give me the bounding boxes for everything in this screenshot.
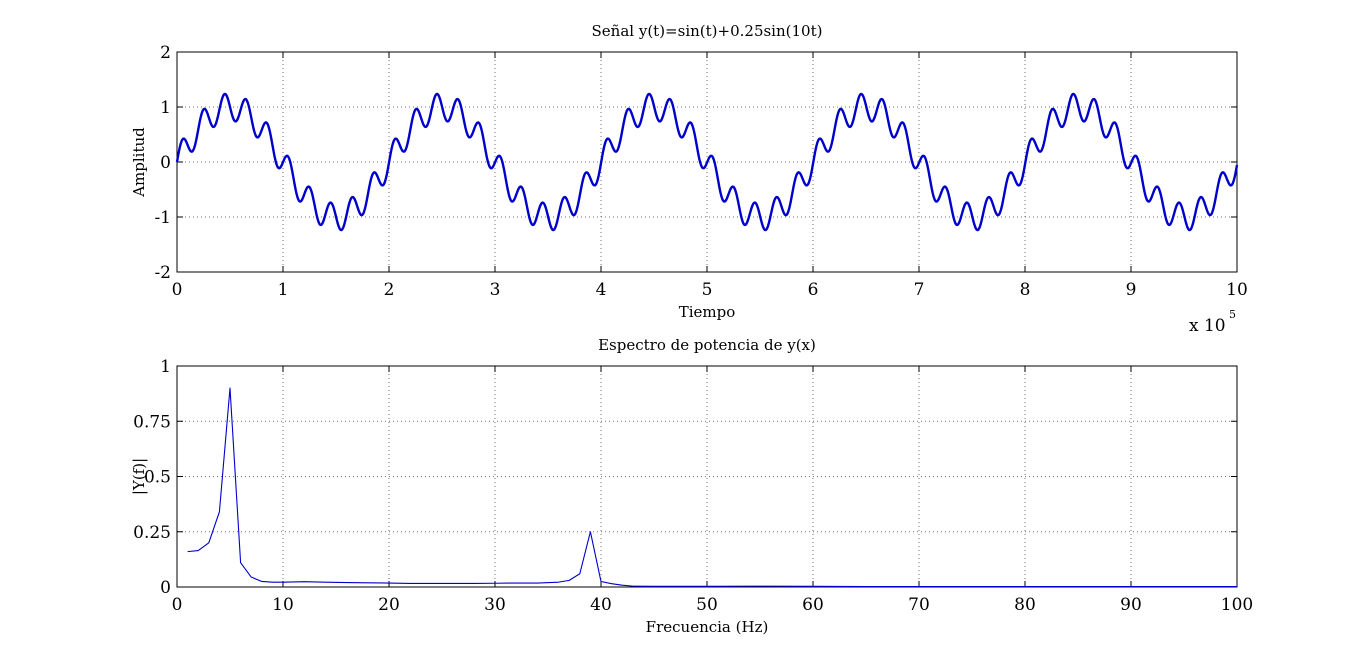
x-tick-label: 100: [1221, 595, 1253, 615]
x-tick-label: 10: [272, 595, 294, 615]
y-axis-label: |Y(f)|: [130, 458, 148, 495]
x-tick-label: 0: [172, 280, 183, 300]
grid: [177, 52, 1237, 272]
x-tick-label: 20: [378, 595, 400, 615]
y-tick-label: -1: [154, 208, 171, 228]
x-tick-label: 6: [808, 280, 819, 300]
y-tick-label: 0: [160, 578, 171, 598]
spectrum-chart: Espectro de potencia de y(x) Frecuencia …: [130, 336, 1253, 636]
x-tick-label: 8: [1020, 280, 1031, 300]
x-axis-label: Tiempo: [679, 303, 736, 321]
x-tick-label: 0: [172, 595, 183, 615]
y-axis-label: Amplitud: [130, 127, 148, 198]
x-tick-label: 70: [908, 595, 930, 615]
series-line: [187, 387, 1237, 588]
chart-title: Señal y(t)=sin(t)+0.25sin(10t): [592, 22, 823, 40]
x-tick-label: 1: [278, 280, 289, 300]
x-axis-multiplier: x 10: [1189, 316, 1226, 336]
x-tick-label: 50: [696, 595, 718, 615]
x-tick-label: 3: [490, 280, 501, 300]
y-tick-label: 0.25: [133, 523, 171, 543]
signal-chart: Señal y(t)=sin(t)+0.25sin(10t) Tiempo Am…: [130, 22, 1248, 336]
series-line: [175, 92, 1239, 232]
grid: [177, 366, 1237, 587]
chart-title: Espectro de potencia de y(x): [598, 336, 816, 354]
x-tick-label: 7: [914, 280, 925, 300]
y-tick-label: 0: [160, 153, 171, 173]
x-tick-label: 40: [590, 595, 612, 615]
x-tick-label: 30: [484, 595, 506, 615]
x-tick-label: 90: [1120, 595, 1142, 615]
y-tick-label: -2: [154, 263, 171, 283]
y-tick-label: 1: [160, 98, 171, 118]
x-tick-label: 80: [1014, 595, 1036, 615]
x-tick-label: 10: [1226, 280, 1248, 300]
x-tick-label: 4: [596, 280, 607, 300]
x-tick-label: 9: [1126, 280, 1137, 300]
x-axis-label: Frecuencia (Hz): [646, 618, 769, 636]
x-axis-multiplier-exponent: 5: [1229, 308, 1236, 321]
y-tick-label: 0.75: [133, 412, 171, 432]
x-tick-label: 2: [384, 280, 395, 300]
x-tick-label: 5: [702, 280, 713, 300]
y-tick-label: 1: [160, 357, 171, 377]
x-tick-label: 60: [802, 595, 824, 615]
y-tick-label: 0.5: [144, 468, 171, 488]
y-tick-label: 2: [160, 43, 171, 63]
